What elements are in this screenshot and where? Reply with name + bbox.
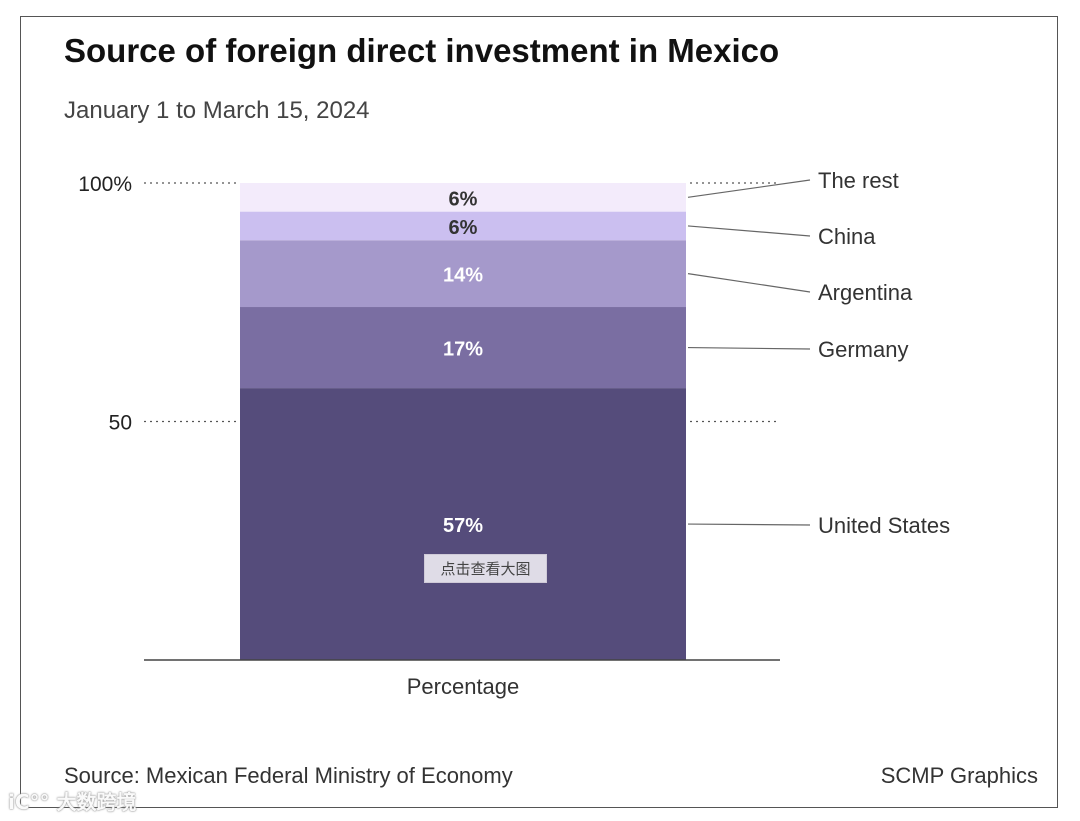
- legend-label: Argentina: [818, 280, 913, 305]
- data-label: 14%: [443, 265, 483, 287]
- legend-label: United States: [818, 513, 950, 538]
- source-note: Source: Mexican Federal Ministry of Econ…: [64, 763, 513, 788]
- leader-line: [687, 523, 811, 526]
- y-tick-label: 100%: [78, 173, 132, 196]
- legend-label: Germany: [818, 337, 908, 362]
- data-label: 6%: [449, 188, 478, 210]
- legend-label: The rest: [818, 168, 899, 193]
- view-larger-button[interactable]: 点击查看大图: [424, 554, 547, 583]
- bar-segment: [240, 307, 686, 389]
- bar-segment: [240, 211, 686, 241]
- chart-subtitle: January 1 to March 15, 2024: [64, 97, 370, 124]
- watermark-logo: iC°° 大数跨境: [8, 790, 137, 814]
- leader-line: [687, 346, 811, 350]
- chart-title: Source of foreign direct investment in M…: [64, 32, 780, 69]
- legend-label: China: [818, 224, 876, 249]
- x-category-label: Percentage: [407, 674, 520, 699]
- leader-line: [687, 273, 811, 293]
- graphics-credit: SCMP Graphics: [880, 763, 1038, 788]
- leader-line: [687, 179, 811, 198]
- bar-segment: [240, 183, 686, 212]
- bar-segment: [240, 388, 686, 660]
- data-label: 17%: [443, 339, 483, 361]
- data-label: 57%: [443, 515, 483, 537]
- bar-segment: [240, 240, 686, 308]
- leader-line: [687, 225, 811, 237]
- data-label: 6%: [449, 217, 478, 239]
- y-tick-label: 50: [109, 412, 132, 435]
